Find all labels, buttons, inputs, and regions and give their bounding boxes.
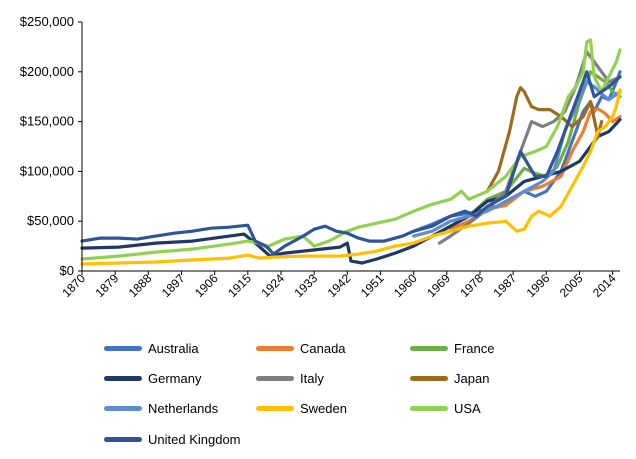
x-tick-label: 1942 (325, 271, 354, 300)
y-tick-label: $250,000 (20, 14, 74, 29)
x-tick-label: 1924 (258, 271, 287, 300)
x-tick-label: 2014 (590, 271, 619, 300)
x-tick-label: 1915 (225, 271, 254, 300)
x-tick-label: 1960 (391, 271, 420, 300)
series-line-usa (80, 38, 622, 261)
x-tick-label: 1969 (424, 271, 453, 300)
x-tick-label: 1996 (524, 271, 553, 300)
series-line-japan (485, 86, 604, 193)
series-line-germany (80, 117, 622, 265)
x-tick-label: 1951 (358, 271, 387, 300)
x-tick-label: 1879 (93, 271, 122, 300)
x-tick-label: 1888 (126, 271, 155, 300)
x-tick-label: 1933 (291, 271, 320, 300)
y-tick-label: $100,000 (20, 163, 74, 178)
x-tick-label: 2005 (557, 271, 586, 300)
y-tick-label: $50,000 (27, 213, 74, 228)
x-axis-tick-labels: 1870 1879 1888 1897 1906 1915 1924 1933 1942 1951… (59, 271, 619, 300)
series-line-sweden (80, 88, 622, 266)
x-tick-label: 1906 (192, 271, 221, 300)
x-tick-label: 1987 (490, 271, 519, 300)
y-tick-label: $150,000 (20, 114, 74, 129)
series-line-united-kingdom (80, 70, 622, 256)
x-tick-label: 1978 (457, 271, 486, 300)
y-tick-label: $0 (60, 263, 74, 278)
y-axis-tick-labels: $0 $50,000 $100,000 $150,000 $200,000 $250,00… (20, 14, 82, 278)
x-tick-label: 1897 (159, 271, 188, 300)
series-line-netherlands (412, 80, 622, 238)
series-lines (80, 38, 622, 266)
y-tick-label: $200,000 (20, 64, 74, 79)
